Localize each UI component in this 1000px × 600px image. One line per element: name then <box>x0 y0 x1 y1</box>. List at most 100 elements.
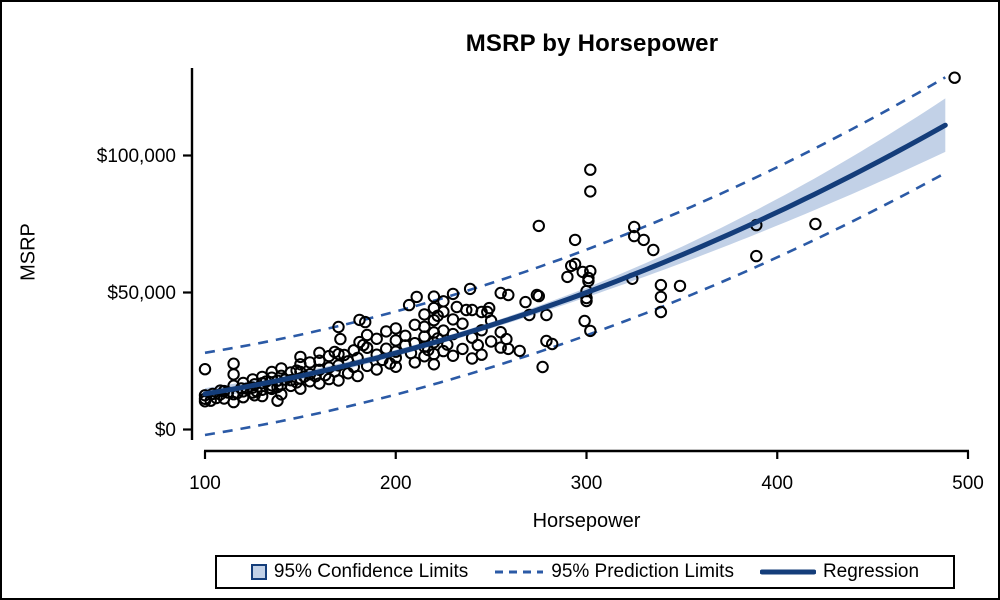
scatter-point <box>389 334 402 347</box>
scatter-point <box>446 287 460 301</box>
scatter-point <box>332 374 345 387</box>
scatter-point <box>351 369 364 383</box>
scatter-point <box>463 282 477 296</box>
legend-regression-label: Regression <box>822 561 920 582</box>
legend-item-prediction: 95% Prediction Limits <box>494 561 734 583</box>
scatter-point <box>204 394 217 407</box>
scatter-point <box>418 320 431 333</box>
lower-prediction-limit-line <box>204 171 946 437</box>
scatter-point <box>456 317 469 330</box>
scatter-point <box>750 249 763 263</box>
scatter-point <box>353 313 366 327</box>
scatter-point <box>948 71 961 84</box>
legend-item-confidence: 95% Confidence Limits <box>250 561 469 583</box>
scatter-point <box>536 360 549 374</box>
scatter-point <box>332 347 345 361</box>
scatter-point <box>654 305 668 319</box>
regression-line-icon <box>759 569 816 575</box>
x-axis-title: Horsepower <box>532 510 641 532</box>
legend-box: 95% Confidence Limits 95% Prediction Lim… <box>215 555 955 589</box>
scatter-point <box>647 243 660 257</box>
scatter-point <box>519 295 532 309</box>
scatter-point <box>313 377 326 390</box>
scatter-point <box>410 290 423 304</box>
scatter-point <box>460 303 473 317</box>
scatter-point <box>532 219 545 233</box>
scatter-point <box>500 332 513 346</box>
scatter-point <box>475 348 488 361</box>
scatter-point <box>628 220 641 234</box>
scatter-point <box>389 322 402 335</box>
scatter-point <box>654 290 668 304</box>
scatter-point <box>546 337 559 351</box>
scatter-point <box>427 290 441 303</box>
x-axis-tick-label: 100 <box>189 473 221 494</box>
scatter-point <box>313 354 326 367</box>
scatter-point <box>227 357 240 370</box>
scatter-point <box>271 394 284 407</box>
prediction-dashed-line-icon <box>495 570 544 574</box>
scatter-point <box>370 363 383 376</box>
scatter-point <box>561 270 574 284</box>
y-axis-tick-label: $50,000 <box>107 283 176 304</box>
scatter-point <box>427 358 441 371</box>
scatter-point <box>580 294 593 308</box>
scatter-point <box>809 217 822 231</box>
scatter-point <box>338 348 351 362</box>
x-axis-tick-label: 500 <box>952 473 984 494</box>
scatter-point <box>568 233 582 247</box>
scatter-point <box>256 389 269 403</box>
scatter-point <box>399 329 412 342</box>
confidence-band-swatch-icon <box>250 564 267 580</box>
scatter-point <box>654 278 668 292</box>
scatter-point <box>370 332 383 345</box>
scatter-point <box>360 341 374 354</box>
scatter-point <box>513 344 526 358</box>
scatter-point <box>540 308 553 322</box>
confidence-band <box>205 98 946 400</box>
x-axis-tick-label: 400 <box>761 473 793 494</box>
x-axis-tick-label: 300 <box>571 473 603 494</box>
legend-item-regression: Regression <box>759 561 920 583</box>
scatter-point <box>502 288 515 302</box>
scatter-point <box>494 341 507 354</box>
scatter-point <box>584 163 597 176</box>
scatter-point <box>483 301 496 315</box>
scatter-point <box>494 286 507 300</box>
scatter-point <box>437 344 450 358</box>
upper-prediction-limit-line <box>204 76 946 355</box>
y-axis-tick-label: $0 <box>155 420 176 441</box>
scatter-point <box>532 289 545 303</box>
scatter-point <box>584 324 597 338</box>
scatter-point <box>584 264 597 278</box>
y-axis-title: MSRP <box>17 223 40 281</box>
scatter-point <box>418 308 431 321</box>
scatter-point <box>294 350 307 364</box>
scatter-point <box>437 295 450 308</box>
chart-title: MSRP by Horsepower <box>465 30 719 57</box>
scatter-point <box>408 356 421 369</box>
y-axis-tick-label: $100,000 <box>97 146 176 167</box>
scatter-point <box>568 257 582 271</box>
scatter-point <box>334 332 347 346</box>
scatter-point <box>359 315 372 329</box>
scatter-point <box>673 279 687 293</box>
scatter-point <box>198 363 212 376</box>
scatter-point <box>332 320 345 334</box>
regression-line <box>202 122 948 397</box>
scatter-point <box>227 368 240 381</box>
scatter-point <box>637 233 650 247</box>
x-axis-tick-label: 200 <box>380 473 412 494</box>
legend-prediction-label: 95% Prediction Limits <box>551 561 734 582</box>
scatter-point <box>578 314 591 328</box>
scatter-point <box>456 342 469 356</box>
scatter-point <box>389 360 402 373</box>
legend-confidence-label: 95% Confidence Limits <box>273 561 469 582</box>
scatter-point <box>494 326 507 339</box>
scatter-point <box>584 185 597 198</box>
scatter-point <box>402 298 416 312</box>
scatter-point <box>502 342 515 356</box>
scatter-point <box>446 349 460 362</box>
